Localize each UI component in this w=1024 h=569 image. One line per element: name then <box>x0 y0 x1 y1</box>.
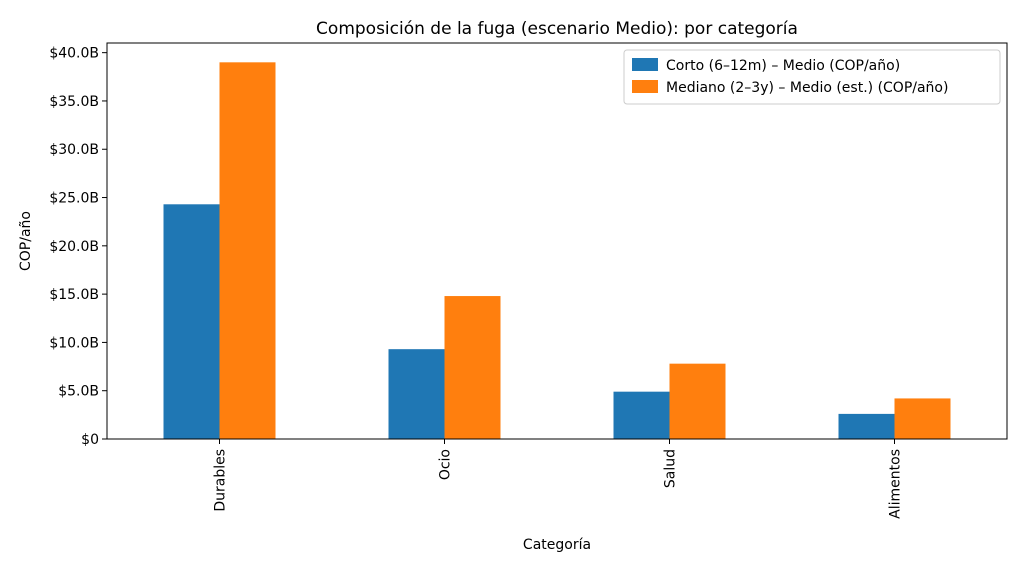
x-tick-label-alimentos: Alimentos <box>888 449 904 519</box>
legend-swatch-series-1 <box>632 58 658 71</box>
legend-label-series-1: Corto (6–12m) – Medio (COP/año) <box>666 58 900 74</box>
bar-salud-series-1 <box>613 391 670 439</box>
y-tick-label: $35.0B <box>49 94 99 110</box>
x-axis-ticks: Durables Ocio Salud Alimentos <box>213 439 904 519</box>
bar-ocio-series-1 <box>388 349 445 439</box>
plot-frame <box>106 42 1008 440</box>
y-tick-label: $40.0B <box>49 46 99 62</box>
x-axis-label: Categoría <box>523 537 591 553</box>
y-tick-label: $10.0B <box>49 335 99 351</box>
chart-title: Composición de la fuga (escenario Medio)… <box>316 19 798 39</box>
legend-swatch-series-2 <box>632 80 658 93</box>
bars-group <box>163 62 951 439</box>
y-tick-label: $15.0B <box>49 287 99 303</box>
y-tick-label: $5.0B <box>58 384 99 400</box>
bar-ocio-series-2 <box>444 296 501 439</box>
y-tick-label: $25.0B <box>49 191 99 207</box>
y-axis-label: COP/año <box>18 211 34 271</box>
bar-durables-series-2 <box>219 62 276 439</box>
y-tick-label: $30.0B <box>49 142 99 158</box>
legend-label-series-2: Mediano (2–3y) – Medio (est.) (COP/año) <box>666 80 948 96</box>
x-tick-label-salud: Salud <box>663 449 679 488</box>
legend: Corto (6–12m) – Medio (COP/año) Mediano (… <box>623 49 1001 105</box>
legend-box <box>623 49 1001 105</box>
bar-alimentos-series-2 <box>894 398 951 439</box>
y-axis-ticks: $0 $5.0B $10.0B $15.0B $20.0B $25.0B $30.0B $35… <box>49 46 107 448</box>
bar-alimentos-series-1 <box>838 413 895 439</box>
x-tick-label-durables: Durables <box>213 449 229 512</box>
y-tick-label: $20.0B <box>49 239 99 255</box>
bar-durables-series-1 <box>163 204 220 439</box>
x-tick-label-ocio: Ocio <box>438 449 454 480</box>
bar-salud-series-2 <box>669 363 726 439</box>
y-tick-label: $0 <box>81 432 99 448</box>
